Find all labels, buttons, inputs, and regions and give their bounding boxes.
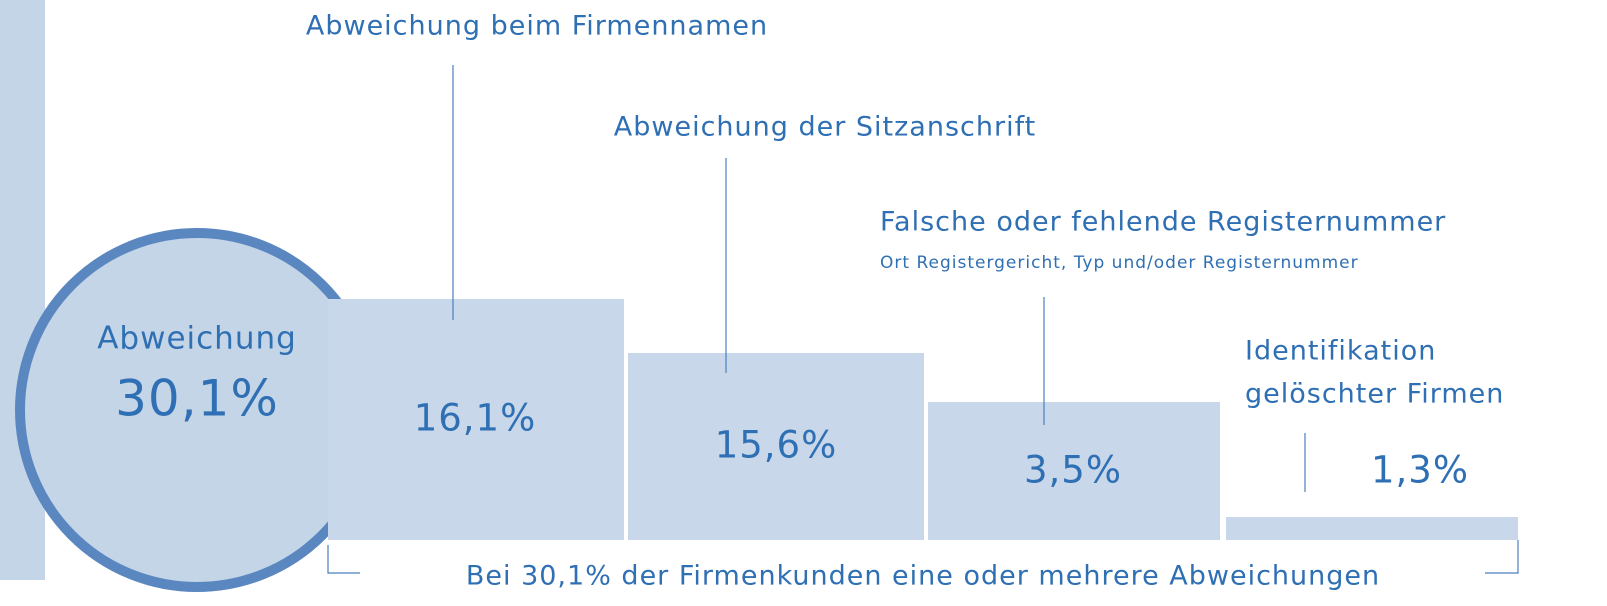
bar	[928, 402, 1220, 540]
bar	[328, 299, 624, 540]
circle-value: 30,1%	[115, 370, 279, 428]
item-label: Abweichung der Sitzanschrift	[614, 112, 1036, 143]
bar	[628, 353, 924, 540]
bracket	[327, 545, 360, 574]
bar-value: 3,5%	[1024, 449, 1122, 492]
item-label: Identifikation	[1245, 336, 1436, 367]
bar-value: 15,6%	[715, 424, 838, 467]
item-label: gelöschter Firmen	[1245, 379, 1504, 410]
bracket	[1485, 540, 1519, 574]
circle-label: Abweichung	[97, 321, 297, 357]
footer: Bei 30,1% der Firmenkunden eine oder meh…	[466, 561, 1380, 592]
bar-value: 16,1%	[414, 397, 537, 440]
item-sublabel: Ort Registergericht, Typ und/oder Regist…	[880, 253, 1359, 273]
bar	[1226, 517, 1518, 540]
item-label: Abweichung beim Firmennamen	[306, 11, 768, 42]
item-label: Falsche oder fehlende Registernummer	[880, 207, 1446, 238]
bar-value: 1,3%	[1371, 449, 1469, 492]
